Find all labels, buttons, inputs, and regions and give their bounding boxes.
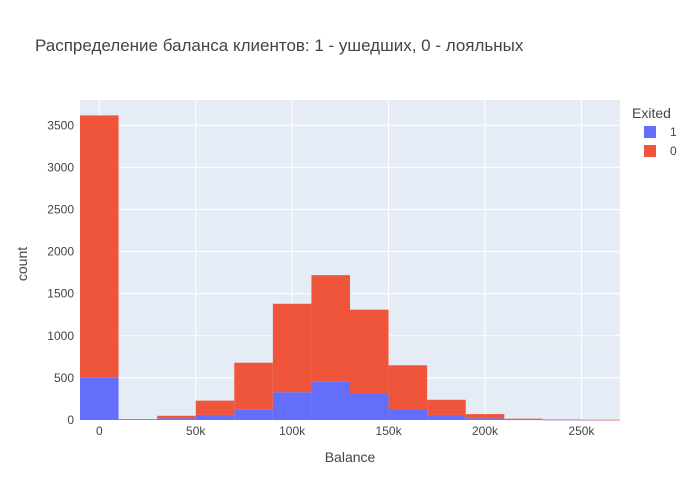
bar-series-0[interactable] <box>157 415 196 419</box>
legend-items[interactable]: 10 <box>644 125 677 158</box>
y-tick-label: 0 <box>67 413 74 427</box>
x-axis-title: Balance <box>325 449 376 465</box>
bar-series-0[interactable] <box>581 419 620 421</box>
x-tick-label: 200k <box>472 424 499 438</box>
bar-series-1[interactable] <box>388 409 428 420</box>
bar-series-1[interactable] <box>504 419 543 421</box>
y-tick-label: 1500 <box>47 287 74 301</box>
bar-series-1[interactable] <box>311 381 350 420</box>
bar-series-1[interactable] <box>272 392 312 420</box>
legend-title: Exited <box>632 105 671 121</box>
legend-label-0: 0 <box>670 144 677 158</box>
bar-series-0[interactable] <box>465 414 505 419</box>
bar-series-0[interactable] <box>272 303 312 393</box>
bar-series-0[interactable] <box>388 365 428 410</box>
y-axis-title: count <box>14 247 30 281</box>
y-tick-label: 3500 <box>47 118 74 132</box>
bar-series-1[interactable] <box>80 377 119 420</box>
y-axis-ticks: 0 500 1000 1500 2000 2500 3000 3500 <box>47 118 74 427</box>
bar-series-0[interactable] <box>542 419 582 421</box>
y-tick-label: 3000 <box>47 160 74 174</box>
bar-series-0[interactable] <box>350 309 389 394</box>
y-tick-label: 1000 <box>47 329 74 343</box>
x-tick-label: 0 <box>96 424 103 438</box>
bar-series-1[interactable] <box>157 418 196 420</box>
x-tick-label: 100k <box>279 424 306 438</box>
legend-item-0[interactable]: 0 <box>644 144 677 158</box>
legend-label-1: 1 <box>670 125 677 139</box>
bar-series-0[interactable] <box>427 399 466 415</box>
legend-swatch-1 <box>644 126 656 138</box>
bar-series-1[interactable] <box>234 409 273 420</box>
x-tick-label: 150k <box>376 424 403 438</box>
bar-series-0[interactable] <box>311 275 350 382</box>
legend-swatch-0 <box>644 145 656 157</box>
x-axis-ticks: 0 50k 100k 150k 200k 250k <box>96 424 595 438</box>
bar-series-0[interactable] <box>195 400 235 415</box>
x-tick-label: 50k <box>186 424 206 438</box>
y-tick-label: 2000 <box>47 245 74 259</box>
bar-series-1[interactable] <box>427 414 466 420</box>
bar-series-0[interactable] <box>234 362 273 410</box>
bar-series-1[interactable] <box>542 419 582 421</box>
bar-series-1[interactable] <box>195 414 235 420</box>
bars <box>80 115 620 421</box>
bar-series-1[interactable] <box>465 418 505 420</box>
bar-series-0[interactable] <box>504 418 543 420</box>
bar-series-1[interactable] <box>350 393 389 420</box>
legend[interactable]: Exited 10 <box>632 105 677 158</box>
legend-item-1[interactable]: 1 <box>644 125 677 139</box>
y-tick-label: 500 <box>54 371 74 385</box>
y-tick-label: 2500 <box>47 202 74 216</box>
bar-series-0[interactable] <box>118 419 158 420</box>
chart-title: Распределение баланса клиентов: 1 - ушед… <box>35 36 524 55</box>
x-tick-label: 250k <box>568 424 595 438</box>
bar-series-0[interactable] <box>80 115 119 378</box>
